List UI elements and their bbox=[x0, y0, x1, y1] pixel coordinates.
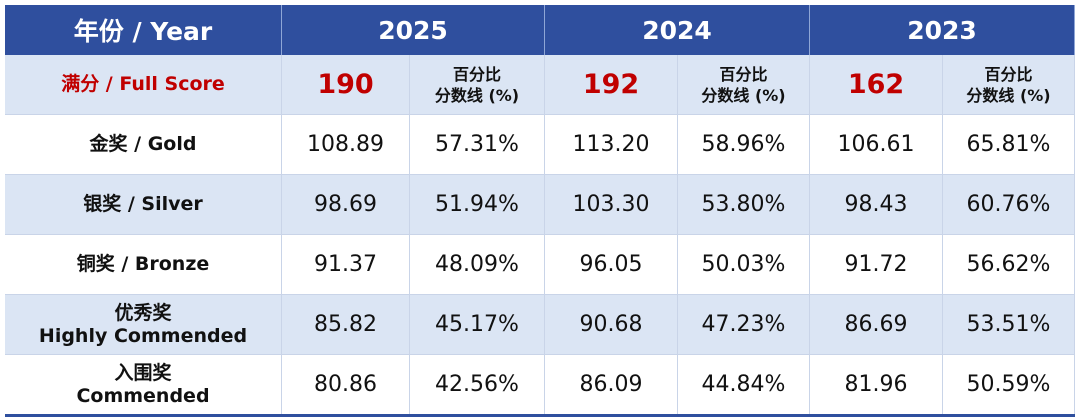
cell-value: 113.20 bbox=[572, 132, 650, 157]
pct-header-cell: 百分比 分数线 (%) bbox=[410, 55, 545, 115]
header-text: 2025 bbox=[378, 15, 448, 45]
data-cell: 98.43 bbox=[810, 175, 943, 235]
cell-value: 91.72 bbox=[844, 252, 908, 277]
full-score-label: 满分 / Full Score bbox=[5, 55, 282, 115]
data-cell: 42.56% bbox=[410, 355, 545, 415]
pct-header: 分数线 (%) bbox=[434, 85, 520, 105]
row-label: 入围奖 bbox=[114, 361, 172, 384]
cell-value: 42.56% bbox=[435, 372, 519, 397]
full-score: 190 bbox=[317, 69, 374, 100]
row-label: Highly Commended bbox=[38, 324, 248, 347]
row-label-cell: 优秀奖 Highly Commended bbox=[5, 295, 282, 355]
cell-value: 53.51% bbox=[966, 312, 1051, 337]
data-cell: 45.17% bbox=[410, 295, 545, 355]
data-cell: 108.89 bbox=[282, 115, 410, 175]
cell-value: 103.30 bbox=[572, 192, 650, 217]
data-cell: 65.81% bbox=[943, 115, 1075, 175]
cell-value: 58.96% bbox=[701, 132, 786, 157]
cell-value: 85.82 bbox=[314, 312, 377, 337]
cell-value: 98.43 bbox=[844, 192, 908, 217]
header-text: 2023 bbox=[907, 15, 977, 45]
cell-value: 57.31% bbox=[435, 132, 519, 157]
cell-value: 86.69 bbox=[844, 312, 908, 337]
pct-header: 百分比 bbox=[984, 64, 1033, 84]
cell-value: 47.23% bbox=[701, 312, 786, 337]
row-label-cell: 银奖 / Silver bbox=[5, 175, 282, 235]
full-score-cell: 162 bbox=[810, 55, 943, 115]
data-cell: 90.68 bbox=[545, 295, 678, 355]
cell-value: 48.09% bbox=[435, 252, 519, 277]
cell-value: 86.09 bbox=[579, 372, 643, 397]
full-score: 162 bbox=[847, 69, 905, 100]
data-cell: 44.84% bbox=[678, 355, 810, 415]
data-cell: 80.86 bbox=[282, 355, 410, 415]
row-label-cell: 入围奖 Commended bbox=[5, 355, 282, 415]
cell-value: 51.94% bbox=[435, 192, 519, 217]
cell-value: 80.86 bbox=[314, 372, 377, 397]
cell-value: 50.59% bbox=[966, 372, 1051, 397]
data-cell: 85.82 bbox=[282, 295, 410, 355]
header-cell: 年份 / Year bbox=[5, 5, 282, 55]
data-cell: 50.03% bbox=[678, 235, 810, 295]
cell-value: 45.17% bbox=[435, 312, 519, 337]
data-cell: 106.61 bbox=[810, 115, 943, 175]
data-cell: 50.59% bbox=[943, 355, 1075, 415]
row-label-cell: 铜奖 / Bronze bbox=[5, 235, 282, 295]
header-cell: 2024 bbox=[545, 5, 810, 55]
cell-value: 96.05 bbox=[579, 252, 643, 277]
header-text: 2024 bbox=[642, 15, 712, 45]
data-cell: 91.72 bbox=[810, 235, 943, 295]
data-cell: 81.96 bbox=[810, 355, 943, 415]
cell-value: 108.89 bbox=[307, 132, 384, 157]
data-cell: 96.05 bbox=[545, 235, 678, 295]
data-cell: 91.37 bbox=[282, 235, 410, 295]
pct-header-cell: 百分比 分数线 (%) bbox=[943, 55, 1075, 115]
row-label: Commended bbox=[76, 384, 210, 407]
full-score-cell: 190 bbox=[282, 55, 410, 115]
pct-header-cell: 百分比 分数线 (%) bbox=[678, 55, 810, 115]
cell-value: 65.81% bbox=[966, 132, 1051, 157]
data-cell: 86.09 bbox=[545, 355, 678, 415]
data-cell: 60.76% bbox=[943, 175, 1075, 235]
cell-value: 56.62% bbox=[966, 252, 1051, 277]
cell-value: 91.37 bbox=[314, 252, 377, 277]
data-cell: 53.51% bbox=[943, 295, 1075, 355]
full-score-cell: 192 bbox=[545, 55, 678, 115]
header-text: 年份 / Year bbox=[73, 17, 213, 46]
data-cell: 113.20 bbox=[545, 115, 678, 175]
bottom-rule bbox=[5, 414, 1075, 417]
data-cell: 51.94% bbox=[410, 175, 545, 235]
data-cell: 86.69 bbox=[810, 295, 943, 355]
cell-value: 81.96 bbox=[844, 372, 908, 397]
row-label-cell: 金奖 / Gold bbox=[5, 115, 282, 175]
cell-value: 60.76% bbox=[966, 192, 1051, 217]
data-cell: 58.96% bbox=[678, 115, 810, 175]
data-cell: 53.80% bbox=[678, 175, 810, 235]
pct-header: 分数线 (%) bbox=[701, 85, 786, 105]
cell-value: 106.61 bbox=[837, 132, 915, 157]
cell-value: 98.69 bbox=[314, 192, 377, 217]
cell-value: 90.68 bbox=[579, 312, 643, 337]
data-cell: 103.30 bbox=[545, 175, 678, 235]
header-cell: 2025 bbox=[282, 5, 545, 55]
row-label: 铜奖 / Bronze bbox=[76, 253, 210, 275]
data-cell: 57.31% bbox=[410, 115, 545, 175]
row-label: 金奖 / Gold bbox=[89, 133, 197, 155]
row-label: 优秀奖 bbox=[114, 301, 172, 324]
data-cell: 56.62% bbox=[943, 235, 1075, 295]
pct-header: 百分比 bbox=[452, 64, 501, 84]
data-cell: 48.09% bbox=[410, 235, 545, 295]
data-cell: 98.69 bbox=[282, 175, 410, 235]
pct-header: 百分比 bbox=[719, 64, 768, 84]
cell-value: 44.84% bbox=[701, 372, 786, 397]
cell-value: 50.03% bbox=[701, 252, 786, 277]
full-score: 192 bbox=[582, 69, 640, 100]
row-label: 满分 / Full Score bbox=[61, 73, 225, 95]
header-cell: 2023 bbox=[810, 5, 1075, 55]
row-label: 银奖 / Silver bbox=[83, 193, 203, 215]
data-cell: 47.23% bbox=[678, 295, 810, 355]
cell-value: 53.80% bbox=[701, 192, 786, 217]
pct-header: 分数线 (%) bbox=[966, 85, 1051, 105]
